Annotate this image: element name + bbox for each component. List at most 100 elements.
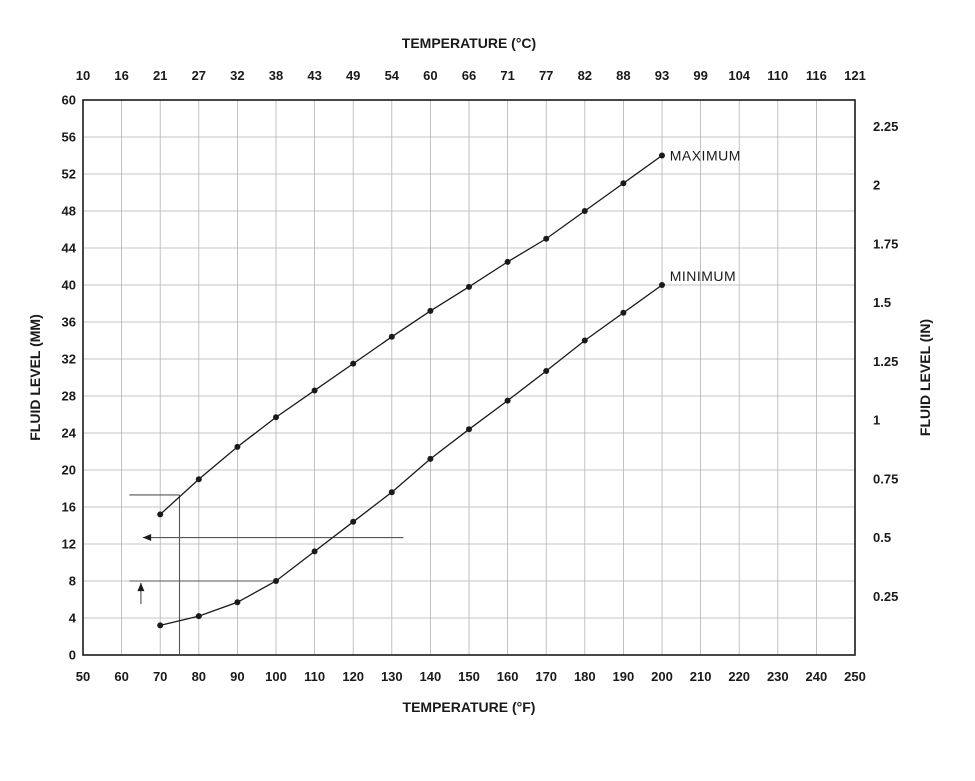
svg-text:27: 27	[192, 68, 206, 83]
minimum-point	[311, 548, 318, 555]
svg-text:60: 60	[423, 68, 437, 83]
minimum-point	[234, 599, 241, 606]
svg-text:1.5: 1.5	[873, 295, 891, 310]
svg-text:140: 140	[420, 669, 442, 684]
svg-text:12: 12	[62, 537, 76, 552]
svg-text:100: 100	[265, 669, 287, 684]
svg-text:10: 10	[76, 68, 90, 83]
svg-text:160: 160	[497, 669, 519, 684]
maximum-point	[427, 307, 434, 314]
svg-text:110: 110	[767, 68, 788, 83]
svg-text:0: 0	[69, 648, 76, 663]
maximum-point	[311, 387, 318, 394]
svg-text:0.5: 0.5	[873, 530, 891, 545]
svg-text:180: 180	[574, 669, 596, 684]
maximum-point	[157, 511, 164, 518]
minimum-point	[157, 622, 164, 629]
bottom-axis-title: TEMPERATURE (°F)	[403, 699, 536, 715]
minimum-point	[388, 489, 395, 496]
svg-text:54: 54	[385, 68, 400, 83]
minimum-point	[350, 518, 357, 525]
svg-text:48: 48	[62, 204, 76, 219]
svg-text:21: 21	[153, 68, 167, 83]
top-axis-title: TEMPERATURE (°C)	[402, 35, 536, 51]
svg-text:250: 250	[844, 669, 866, 684]
svg-text:50: 50	[76, 669, 90, 684]
minimum-point	[581, 337, 588, 344]
maximum-point	[273, 414, 279, 421]
svg-text:110: 110	[304, 669, 325, 684]
minimum-point	[427, 455, 434, 462]
svg-text:150: 150	[458, 669, 480, 684]
svg-text:121: 121	[844, 68, 866, 83]
svg-text:0.25: 0.25	[873, 589, 898, 604]
svg-text:4: 4	[69, 611, 77, 626]
maximum-point	[581, 208, 588, 214]
svg-text:1: 1	[873, 413, 880, 428]
svg-text:77: 77	[539, 68, 553, 83]
svg-text:82: 82	[578, 68, 592, 83]
svg-text:230: 230	[767, 669, 789, 684]
maximum-point	[350, 360, 357, 367]
svg-text:49: 49	[346, 68, 360, 83]
svg-text:28: 28	[62, 389, 76, 404]
svg-text:44: 44	[62, 241, 77, 256]
minimum-point	[466, 426, 472, 433]
svg-text:170: 170	[535, 669, 557, 684]
minimum-label: MINIMUM	[670, 268, 737, 284]
svg-text:16: 16	[114, 68, 128, 83]
maximum-point	[195, 476, 202, 483]
svg-text:70: 70	[153, 669, 167, 684]
svg-text:88: 88	[616, 68, 630, 83]
svg-text:16: 16	[62, 500, 76, 515]
svg-text:240: 240	[806, 669, 828, 684]
svg-text:71: 71	[500, 68, 514, 83]
gridlines	[82, 99, 856, 656]
maximum-point	[504, 258, 511, 265]
svg-text:99: 99	[693, 68, 707, 83]
minimum-line	[160, 284, 663, 627]
annotations	[129, 494, 404, 655]
svg-text:60: 60	[114, 669, 128, 684]
maximum-point	[388, 333, 395, 340]
minimum-point	[543, 368, 550, 375]
plot-border	[82, 99, 856, 656]
svg-text:0.75: 0.75	[873, 471, 898, 486]
svg-text:80: 80	[192, 669, 206, 684]
tick-labels: 5010601670218027903210038110431204913054…	[62, 68, 899, 684]
minimum-point	[659, 282, 665, 288]
svg-text:2: 2	[873, 178, 880, 193]
minimum-point	[504, 397, 511, 404]
right-axis-title: FLUID LEVEL (IN)	[917, 319, 933, 436]
svg-text:66: 66	[462, 68, 476, 83]
svg-text:120: 120	[342, 669, 364, 684]
maximum-label: MAXIMUM	[670, 148, 741, 164]
svg-text:43: 43	[307, 68, 321, 83]
maximum-point	[234, 443, 241, 450]
maximum-point	[543, 235, 550, 242]
svg-text:2.25: 2.25	[873, 119, 898, 134]
svg-text:220: 220	[728, 669, 750, 684]
svg-text:93: 93	[655, 68, 669, 83]
svg-text:32: 32	[230, 68, 244, 83]
svg-text:36: 36	[62, 315, 76, 330]
svg-text:32: 32	[62, 352, 76, 367]
series-maximum: MAXIMUM	[157, 148, 741, 518]
maximum-point	[620, 180, 627, 187]
maximum-point	[466, 283, 472, 290]
left-axis-title: FLUID LEVEL (MM)	[27, 314, 43, 441]
series-minimum: MINIMUM	[157, 268, 736, 629]
svg-text:190: 190	[613, 669, 635, 684]
svg-text:20: 20	[62, 463, 76, 478]
svg-text:116: 116	[806, 68, 827, 83]
svg-text:52: 52	[62, 167, 76, 182]
svg-text:210: 210	[690, 669, 712, 684]
maximum-point	[659, 152, 665, 159]
minimum-point	[620, 309, 627, 316]
svg-text:40: 40	[62, 278, 76, 293]
svg-text:38: 38	[269, 68, 283, 83]
svg-text:8: 8	[69, 574, 76, 589]
